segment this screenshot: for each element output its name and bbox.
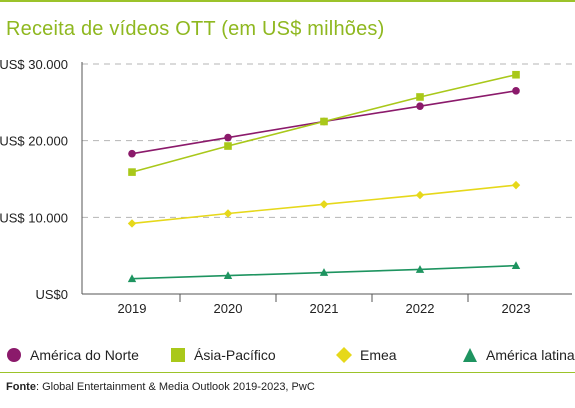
data-point-emea — [415, 190, 425, 200]
chart-title: Receita de vídeos OTT (em US$ milhões) — [6, 18, 385, 40]
data-point-america-do-norte — [224, 133, 232, 142]
data-point-asia-pacifico — [224, 142, 232, 150]
legend-label: América do Norte — [30, 347, 139, 363]
data-point-america-latina — [319, 268, 329, 276]
source-text: : Global Entertainment & Media Outlook 2… — [35, 381, 315, 393]
data-point-america-latina — [223, 271, 233, 279]
legend-item-asia-pacifico: Ásia-Pacífico — [170, 344, 276, 366]
x-tick-label: 2023 — [502, 301, 531, 316]
legend-square-marker-icon — [171, 348, 185, 362]
legend-circle-marker-icon — [7, 348, 21, 362]
y-tick-label: US$0 — [35, 287, 68, 302]
source-note: Fonte: Global Entertainment & Media Outl… — [6, 381, 315, 393]
data-point-emea — [127, 219, 137, 228]
data-point-asia-pacifico — [320, 117, 328, 126]
legend-label: América latina — [486, 347, 575, 363]
legend-item-emea: Emea — [336, 344, 397, 366]
data-point-america-latina — [511, 261, 521, 270]
data-point-emea — [511, 180, 521, 190]
legend-item-america-latina: América latina — [462, 344, 575, 366]
x-tick-label: 2022 — [406, 301, 435, 316]
x-tick-label: 2021 — [310, 301, 339, 316]
legend-label: Emea — [360, 347, 397, 363]
legend-item-america-do-norte: América do Norte — [6, 344, 139, 366]
data-point-asia-pacifico — [512, 70, 520, 79]
data-point-america-latina — [127, 274, 137, 283]
data-point-asia-pacifico — [416, 93, 424, 101]
line-chart: US$0 US$ 10.000 US$ 20.000 US$ 30.000 2019 20… — [0, 57, 572, 316]
x-tick-label: 2020 — [214, 301, 243, 316]
y-tick-label: US$ 10.000 — [0, 210, 68, 225]
data-point-america-do-norte — [512, 87, 520, 95]
top-rule — [0, 0, 575, 2]
data-point-america-latina — [415, 265, 425, 273]
data-point-emea — [319, 200, 329, 209]
y-tick-label: US$ 30.000 — [0, 57, 68, 72]
bottom-rule — [0, 372, 575, 373]
x-tick-label: 2019 — [118, 301, 147, 316]
y-tick-label: US$ 20.000 — [0, 134, 68, 149]
legend-triangle-marker-icon — [463, 348, 477, 362]
source-label: Fonte — [6, 381, 36, 393]
data-point-america-do-norte — [416, 102, 424, 110]
data-point-america-do-norte — [128, 149, 136, 158]
data-point-emea — [223, 209, 233, 218]
data-point-asia-pacifico — [128, 168, 136, 176]
legend-label: Ásia-Pacífico — [194, 347, 276, 363]
legend-diamond-marker-icon — [336, 347, 352, 363]
